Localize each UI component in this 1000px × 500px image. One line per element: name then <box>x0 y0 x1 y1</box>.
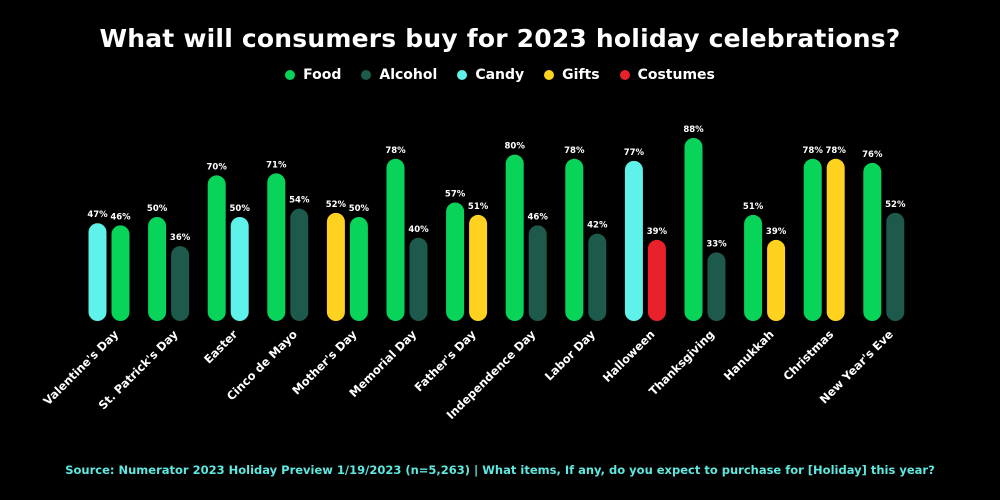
legend-item-gifts: Gifts <box>544 67 600 83</box>
data-label: 51% <box>743 202 764 212</box>
legend-swatch-costumes <box>619 70 630 80</box>
bar-costumes <box>647 239 666 321</box>
bar-alcohol <box>409 237 428 321</box>
bar-candy <box>230 217 249 321</box>
legend-item-candy: Candy <box>457 67 524 83</box>
data-label: 46% <box>110 212 131 222</box>
bar-food <box>684 137 703 321</box>
legend-swatch-alcohol <box>361 70 372 80</box>
data-label: 46% <box>528 212 549 222</box>
bar-alcohol <box>171 246 190 321</box>
bar-alcohol <box>886 212 905 321</box>
x-tick-label: Halloween <box>600 327 658 385</box>
legend-label: Gifts <box>562 67 600 83</box>
category-group: 47% 46%Valentine's Day <box>40 210 131 408</box>
data-label: 40% <box>408 225 429 235</box>
data-label: 52% <box>885 200 906 210</box>
data-label: 76% <box>862 150 883 160</box>
data-label: 50% <box>147 204 168 214</box>
bar-gifts <box>326 212 345 321</box>
data-label: 36% <box>170 233 191 243</box>
data-label: 77% <box>624 148 645 158</box>
data-label: 78% <box>803 146 824 156</box>
legend-label: Alcohol <box>379 67 438 83</box>
bar-alcohol <box>528 225 547 321</box>
data-label: 52% <box>326 200 347 210</box>
category-group: 78% 42% Labor Day <box>542 146 608 384</box>
bar-food <box>148 217 167 321</box>
data-label: 33% <box>706 239 727 249</box>
bar-gifts <box>826 158 845 321</box>
category-group: 77% 39% Halloween <box>600 148 668 385</box>
bar-food <box>207 175 226 321</box>
bar-food <box>505 154 524 321</box>
bar-food <box>803 158 822 321</box>
legend-swatch-gifts <box>544 70 555 80</box>
x-tick-label: Easter <box>201 327 240 366</box>
bar-food <box>446 202 465 321</box>
bar-alcohol <box>290 208 309 321</box>
data-label: 70% <box>207 162 228 172</box>
data-label: 42% <box>587 221 608 231</box>
legend-item-alcohol: Alcohol <box>361 67 437 83</box>
bar-food <box>349 217 368 321</box>
bar-gifts <box>767 239 786 321</box>
data-label: 88% <box>683 125 704 135</box>
x-tick-label: Father's Day <box>412 327 479 394</box>
legend-label: Candy <box>475 67 525 83</box>
bar-food <box>111 225 130 321</box>
bar-food <box>386 158 405 321</box>
data-label: 39% <box>766 227 787 237</box>
legend-swatch-food <box>285 70 296 80</box>
category-group: 78% 78% Christmas <box>780 146 846 383</box>
data-label: 78% <box>826 146 847 156</box>
source-note: Source: Numerator 2023 Holiday Preview 1… <box>65 463 935 477</box>
bar-food <box>267 173 286 321</box>
bar-gifts <box>469 214 488 321</box>
legend-item-costumes: Costumes <box>619 67 715 83</box>
bar-food <box>863 162 882 321</box>
x-tick-label: Hanukkah <box>721 327 777 383</box>
data-label: 50% <box>349 204 370 214</box>
data-label: 78% <box>564 146 585 156</box>
data-label: 78% <box>385 146 406 156</box>
data-label: 51% <box>468 202 489 212</box>
legend-label: Costumes <box>637 67 715 83</box>
bar-candy <box>624 160 643 321</box>
bar-alcohol <box>588 233 607 321</box>
bar-alcohol <box>707 252 726 321</box>
category-group: 50%36%St. Patrick's Day <box>96 204 191 412</box>
data-label: 71% <box>266 160 287 170</box>
legend-label: Food <box>303 67 342 83</box>
bar-candy <box>88 223 107 321</box>
data-label: 39% <box>647 227 668 237</box>
data-label: 50% <box>230 204 251 214</box>
legend-swatch-candy <box>457 70 468 80</box>
bar-food <box>565 158 584 321</box>
category-group: 51% 39% Hanukkah <box>721 202 787 383</box>
data-label: 57% <box>445 189 466 199</box>
category-group: 70% 50% Easter <box>201 162 250 366</box>
data-label: 80% <box>505 142 526 152</box>
chart-legend: Food Alcohol Candy Gifts Costumes <box>0 67 1000 83</box>
data-label: 47% <box>87 210 108 220</box>
x-tick-label: Christmas <box>780 327 836 383</box>
bar-food <box>744 214 763 321</box>
x-tick-label: Labor Day <box>542 327 598 383</box>
data-label: 54% <box>289 196 310 206</box>
chart-title: What will consumers buy for 2023 holiday… <box>99 24 901 53</box>
legend-item-food: Food <box>285 67 341 83</box>
